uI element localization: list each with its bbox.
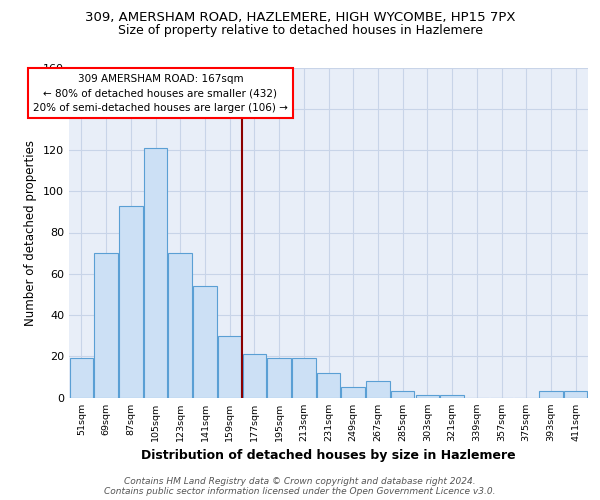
Bar: [70, 358, 93, 398]
X-axis label: Distribution of detached houses by size in Hazlemere: Distribution of detached houses by size …: [141, 449, 516, 462]
Bar: [292, 358, 316, 398]
Y-axis label: Number of detached properties: Number of detached properties: [25, 140, 37, 326]
Bar: [169, 253, 192, 398]
Bar: [539, 392, 563, 398]
Bar: [317, 373, 340, 398]
Bar: [440, 396, 464, 398]
Bar: [144, 148, 167, 398]
Bar: [268, 358, 291, 398]
Text: Contains HM Land Registry data © Crown copyright and database right 2024.
Contai: Contains HM Land Registry data © Crown c…: [104, 476, 496, 496]
Bar: [242, 354, 266, 398]
Bar: [94, 253, 118, 398]
Bar: [193, 286, 217, 398]
Bar: [366, 381, 389, 398]
Text: 309, AMERSHAM ROAD, HAZLEMERE, HIGH WYCOMBE, HP15 7PX: 309, AMERSHAM ROAD, HAZLEMERE, HIGH WYCO…: [85, 11, 515, 24]
Bar: [416, 396, 439, 398]
Text: 309 AMERSHAM ROAD: 167sqm
← 80% of detached houses are smaller (432)
20% of semi: 309 AMERSHAM ROAD: 167sqm ← 80% of detac…: [33, 74, 288, 114]
Text: Size of property relative to detached houses in Hazlemere: Size of property relative to detached ho…: [118, 24, 482, 37]
Bar: [218, 336, 241, 398]
Bar: [119, 206, 143, 398]
Bar: [391, 392, 415, 398]
Bar: [341, 387, 365, 398]
Bar: [564, 392, 587, 398]
